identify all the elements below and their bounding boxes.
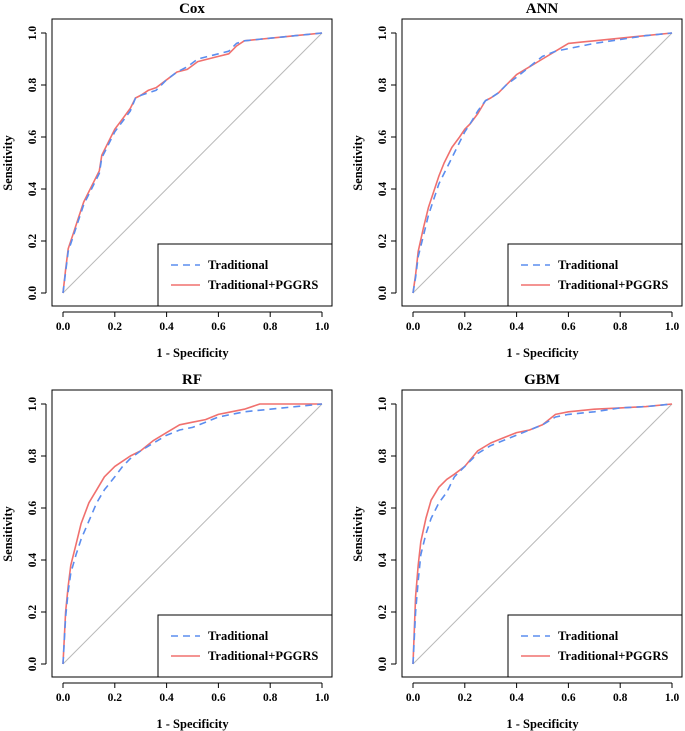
legend-box [507, 614, 683, 678]
diagonal-reference-line [412, 32, 673, 294]
legend: Traditional Traditional+PGGRS [507, 243, 683, 307]
y-tick-label: 0.6 [27, 130, 39, 145]
y-tick-label: 0.0 [27, 286, 39, 301]
x-tick-label: 0.6 [561, 692, 576, 704]
x-tick-label: 0.6 [561, 321, 576, 333]
x-tick-label: 0.8 [263, 692, 278, 704]
roc-curve-traditional [412, 32, 673, 294]
y-tick-label: 0.8 [27, 78, 39, 93]
legend-label: Traditional+PGGRS [558, 278, 668, 292]
x-tick-label: 0.2 [108, 692, 123, 704]
legend-label: Traditional [558, 258, 619, 272]
legend-label: Traditional+PGGRS [208, 649, 318, 663]
y-tick-label: 0.0 [377, 657, 389, 672]
x-tick-label: 1.0 [315, 321, 330, 333]
roc-panel-ann: ANN 0.0 0.2 0.4 0.6 0.8 1.0 1 - Specificity 0.0 0… [351, 1, 683, 360]
panel-title: GBM [524, 372, 560, 388]
x-tick-label: 1.0 [315, 692, 330, 704]
x-axis-label: 1 - Specificity [156, 346, 229, 360]
x-tick-label: 1.0 [665, 321, 680, 333]
diagonal-reference-line [62, 32, 323, 294]
y-tick-label: 0.6 [377, 501, 389, 516]
legend: Traditional Traditional+PGGRS [157, 614, 333, 678]
y-tick-label: 0.8 [27, 449, 39, 464]
legend-label: Traditional [208, 629, 269, 643]
panel-title: ANN [526, 1, 559, 17]
x-axis-label: 1 - Specificity [156, 717, 229, 731]
y-tick-label: 0.0 [377, 286, 389, 301]
y-tick-label: 1.0 [377, 397, 389, 412]
y-tick-label: 0.2 [27, 234, 39, 249]
legend-label: Traditional+PGGRS [208, 278, 318, 292]
x-tick-label: 0.4 [159, 321, 174, 333]
legend-label: Traditional+PGGRS [558, 649, 668, 663]
x-tick-label: 0.0 [406, 692, 421, 704]
panel-title: Cox [179, 1, 205, 17]
x-tick-label: 0.4 [159, 692, 174, 704]
y-tick-label: 0.8 [377, 449, 389, 464]
x-tick-label: 0.6 [211, 692, 226, 704]
y-tick-label: 0.2 [377, 605, 389, 620]
roc-panel-rf: RF 0.0 0.2 0.4 0.6 0.8 1.0 1 - Specificity 0.0 0.… [1, 372, 333, 731]
panel-title: RF [182, 372, 202, 388]
legend: Traditional Traditional+PGGRS [507, 614, 683, 678]
legend-box [507, 243, 683, 307]
x-tick-label: 0.0 [56, 692, 71, 704]
y-axis-label: Sensitivity [1, 134, 15, 190]
x-axis-label: 1 - Specificity [506, 717, 579, 731]
x-tick-label: 0.2 [458, 321, 473, 333]
y-tick-label: 0.4 [377, 182, 389, 197]
legend-label: Traditional [558, 629, 619, 643]
y-tick-label: 0.4 [377, 553, 389, 568]
y-tick-label: 0.0 [27, 657, 39, 672]
y-tick-label: 1.0 [27, 26, 39, 41]
y-axis-label: Sensitivity [1, 505, 15, 561]
y-tick-label: 0.2 [377, 234, 389, 249]
legend-label: Traditional [208, 258, 269, 272]
x-tick-label: 0.8 [263, 321, 278, 333]
legend: Traditional Traditional+PGGRS [157, 243, 333, 307]
x-tick-label: 0.8 [613, 321, 628, 333]
x-tick-label: 0.6 [211, 321, 226, 333]
y-tick-label: 1.0 [377, 26, 389, 41]
y-tick-label: 0.8 [377, 78, 389, 93]
y-tick-label: 1.0 [27, 397, 39, 412]
legend-box [157, 243, 333, 307]
x-tick-label: 0.2 [108, 321, 123, 333]
x-axis-label: 1 - Specificity [506, 346, 579, 360]
x-tick-label: 0.8 [613, 692, 628, 704]
x-tick-label: 0.4 [509, 692, 524, 704]
y-tick-label: 0.4 [27, 182, 39, 197]
x-tick-label: 0.4 [509, 321, 524, 333]
y-tick-label: 0.4 [27, 553, 39, 568]
x-tick-label: 0.2 [458, 692, 473, 704]
roc-curve-traditional-pggrs [62, 32, 323, 294]
roc-curve-traditional [62, 403, 323, 665]
y-tick-label: 0.2 [27, 605, 39, 620]
legend-box [157, 614, 333, 678]
x-tick-label: 0.0 [406, 321, 421, 333]
roc-panel-gbm: GBM 0.0 0.2 0.4 0.6 0.8 1.0 1 - Specificity 0.0 0… [351, 372, 683, 731]
roc-panel-cox: Cox 0.0 0.2 0.4 0.6 0.8 1.0 1 - Specificity 0.0 0… [1, 1, 333, 360]
diagonal-reference-line [412, 403, 673, 665]
y-tick-label: 0.6 [27, 501, 39, 516]
roc-curve-traditional-pggrs [412, 403, 673, 665]
y-tick-label: 0.6 [377, 130, 389, 145]
y-axis-label: Sensitivity [351, 134, 365, 190]
roc-curve-traditional [412, 403, 673, 665]
diagonal-reference-line [62, 403, 323, 665]
roc-curve-traditional-pggrs [62, 403, 322, 665]
y-axis-label: Sensitivity [351, 505, 365, 561]
x-tick-label: 0.0 [56, 321, 71, 333]
x-tick-label: 1.0 [665, 692, 680, 704]
